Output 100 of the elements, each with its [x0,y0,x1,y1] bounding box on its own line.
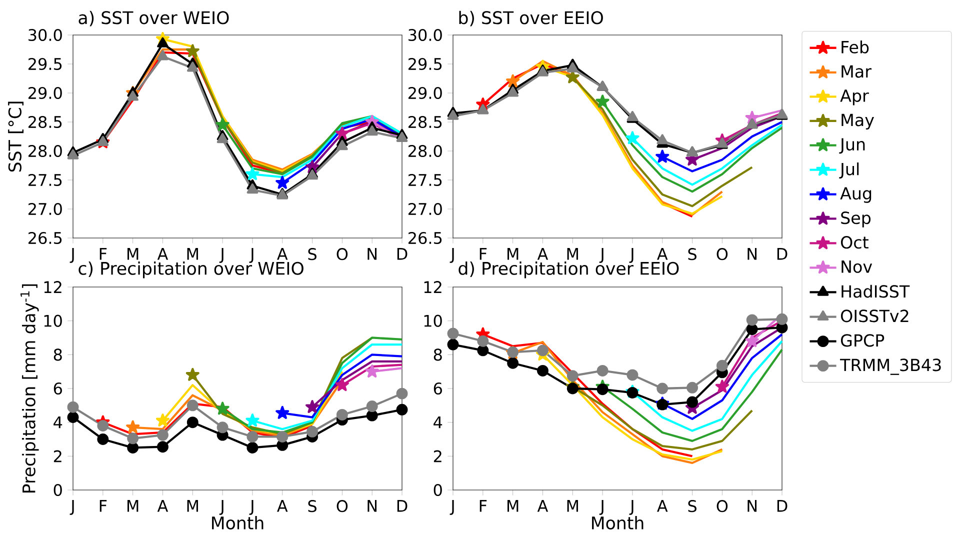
x-tick-label: S [688,500,696,512]
y-axis-title: Precipitation [mm day$^{-1}$] [20,284,39,492]
y-tick-label: 8 [434,348,442,361]
y-tick-label: 27.0 [408,202,442,216]
legend-label: HadISST [842,284,910,298]
y-tick-label: 2 [54,450,62,462]
y-axis-title: SST [°C] [8,102,24,172]
x-axis-title: Month [212,516,264,530]
x-tick-label: J [219,248,224,263]
y-tick-label: 29.5 [28,58,62,70]
legend-label: Jul [839,162,859,179]
x-tick-label: N [368,248,377,260]
x-tick-label: J [70,500,74,515]
legend-label: Apr [840,90,869,106]
x-tick-label: J [599,248,604,263]
x-tick-label: M [507,248,518,260]
legend-label: May [842,114,874,130]
text: GPCP [840,334,884,347]
legend-label: Mar [842,65,872,78]
y-tick-label: 26.5 [28,232,62,244]
y-tick-label: 10 [44,314,62,327]
x-tick-label: O [336,500,348,512]
legend-label: Feb [842,40,869,54]
x-tick-label: A [537,500,548,512]
legend-label: Aug [840,187,872,203]
x-tick-label: N [368,500,377,512]
y-tick-label: 6 [434,382,442,395]
x-tick-label: M [567,500,578,512]
legend-label: Jun [839,138,865,154]
x-tick-label: A [537,248,548,260]
x-tick-label: N [748,248,757,260]
x-tick-label: O [336,248,348,260]
x-tick-label: A [157,248,168,260]
x-tick-label: M [507,500,518,512]
x-tick-label: M [127,500,138,512]
y-tick-label: 12 [44,281,62,293]
legend-label: Sep [841,212,871,228]
y-tick-label: 27.5 [408,174,442,186]
y-tick-label: 27.0 [28,202,62,216]
x-tick-label: M [567,248,578,260]
y-tick-label: 8 [54,348,62,361]
x-tick-label: J [599,500,604,515]
x-axis-title: Month [592,516,644,530]
legend-label: Nov [842,260,872,273]
legend-label: OISSTv2 [840,310,908,322]
x-tick-label: S [308,500,316,512]
y-tick-label: 0 [54,484,62,496]
x-tick-label: A [657,500,668,512]
y-tick-label: 28.5 [408,116,442,128]
x-tick-label: D [397,500,408,512]
chart-title: b) SST over EEIO [459,10,603,26]
x-tick-label: F [100,248,107,260]
x-tick-label: A [277,248,288,260]
x-tick-label: J [70,248,74,263]
x-tick-label: A [157,500,168,512]
y-tick-label: 29.0 [408,86,442,100]
text: TRMM_3B43 [840,358,941,375]
x-tick-label: F [480,248,487,260]
y-tick-label: 6 [54,382,62,395]
y-tick-label: 4 [434,416,442,428]
chart-title: d) Precipitation over EEIO [458,262,679,278]
x-tick-label: O [716,500,728,512]
y-tick-label: 12 [424,281,442,293]
y-tick-label: 0 [434,484,442,496]
y-tick-label: 10 [424,314,442,327]
x-tick-label: N [748,500,757,512]
x-tick-label: J [629,248,634,263]
y-tick-label: 4 [54,416,62,428]
x-tick-label: J [219,500,224,515]
x-tick-label: F [480,500,487,512]
legend-label: Oct [840,236,868,249]
y-tick-label: 27.5 [28,174,62,186]
y-tick-label: 30.0 [28,28,62,42]
x-tick-label: M [127,248,138,260]
x-tick-label: F [100,500,107,512]
x-tick-label: J [450,500,454,515]
x-tick-label: S [308,248,316,260]
chart-title: c) Precipitation over WEIO [78,262,304,278]
y-tick-label: 26.5 [408,232,442,244]
y-tick-label: 28.0 [408,144,442,158]
x-tick-label: J [249,500,254,515]
x-tick-label: J [629,500,634,515]
y-tick-label: 29.0 [28,86,62,100]
y-tick-label: 28.5 [28,116,62,128]
x-tick-label: O [716,248,728,260]
y-tick-label: 30.0 [408,28,442,42]
x-tick-label: M [187,248,198,260]
chart-title: a) SST over WEIO [78,10,229,26]
x-tick-label: D [777,248,788,260]
x-tick-label: M [187,500,198,512]
y-tick-label: 29.5 [408,58,442,70]
x-tick-label: A [657,248,668,260]
x-tick-label: A [277,500,288,512]
y-tick-label: 2 [434,450,442,462]
y-tick-label: 28.0 [28,144,62,158]
x-tick-label: J [450,248,454,263]
x-tick-label: D [397,248,408,260]
x-tick-label: J [249,248,254,263]
x-tick-label: D [777,500,788,512]
x-tick-label: S [688,248,696,260]
